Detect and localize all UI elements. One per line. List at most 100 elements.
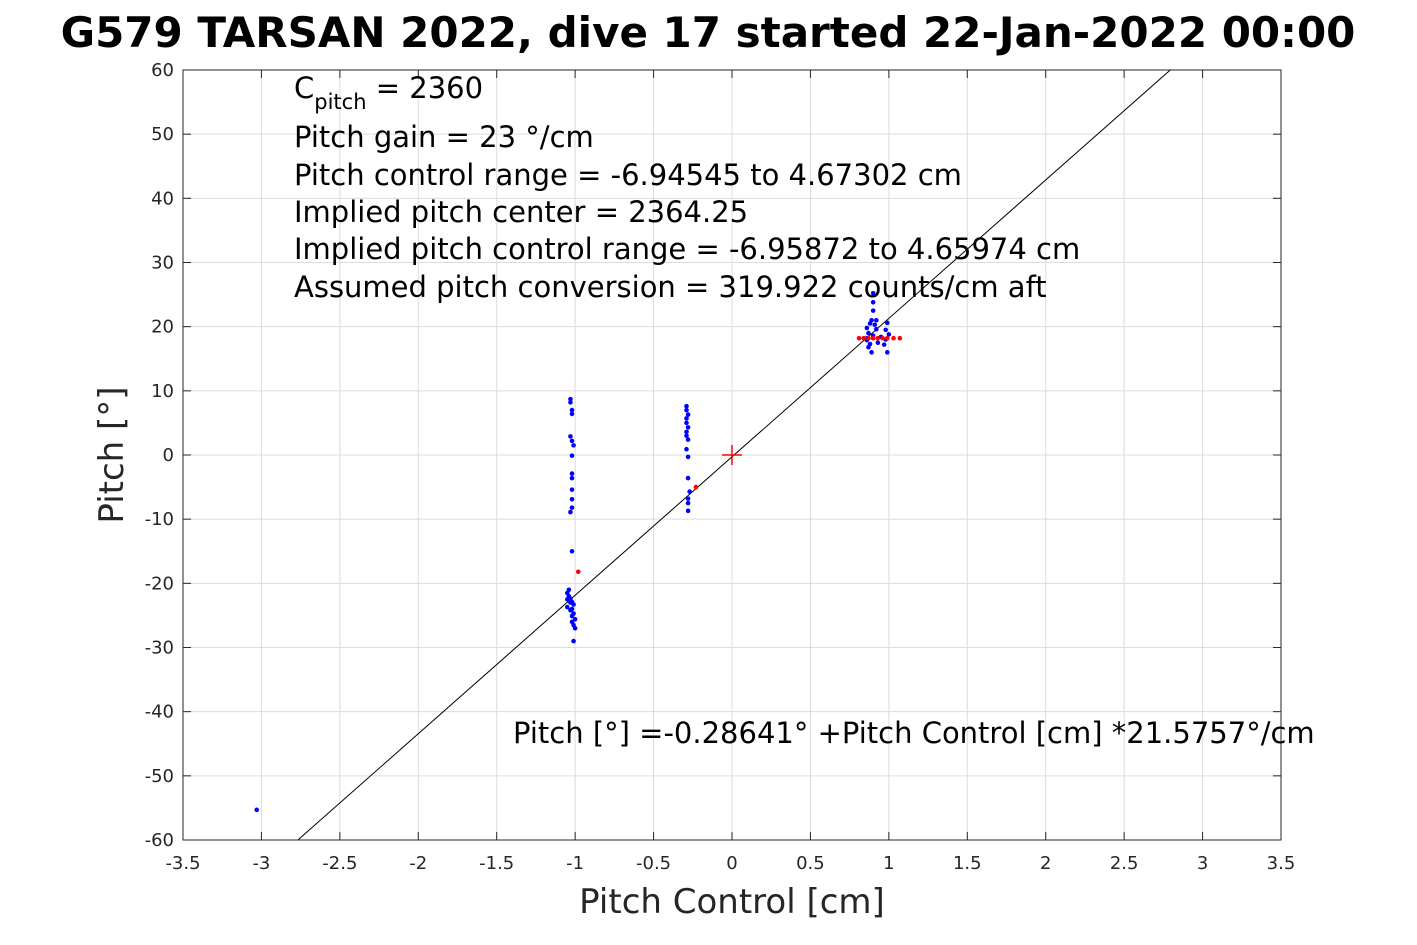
y-tick-label: -50 [145,766,174,787]
y-tick-label: -60 [145,830,174,851]
data-point [254,807,260,813]
data-point [685,437,691,442]
y-tick-label: 60 [151,60,174,81]
data-point [684,420,689,426]
data-point [867,321,873,326]
x-tick-label: -3.5 [165,853,200,874]
data-point [569,487,575,492]
data-point [571,443,576,448]
x-tick-label: -1.5 [479,853,514,874]
pitch-gain-annotation: Pitch gain = 23 °/cm [294,120,594,154]
data-point [569,411,575,417]
data-point [569,548,575,554]
implied-pitch-center-annotation: Implied pitch center = 2364.25 [294,195,748,229]
data-point [569,505,575,510]
x-tick-label: 3.5 [1267,853,1296,874]
assumed-pitch-conversion-annotation: Assumed pitch conversion = 319.922 count… [294,270,1047,304]
data-point [568,434,573,439]
cpitch-subscript: pitch [314,90,366,114]
x-tick-label: -3 [252,853,270,874]
data-point [569,613,575,619]
data-point [565,604,570,610]
y-tick-label: 50 [151,124,174,145]
data-point [875,335,881,341]
center-marker [722,445,742,465]
data-point [569,438,575,444]
data-point [572,616,578,622]
data-point [685,496,691,501]
data-point [568,600,573,605]
x-tick-label: -2 [409,853,427,874]
data-point [684,416,689,421]
data-point [571,638,576,644]
cpitch-annotation: Cpitch = 2360 [294,71,483,114]
data-point [874,317,879,323]
plot-content [254,70,1172,840]
data-point [569,471,575,476]
x-tick-label: 1.5 [953,853,982,874]
chart-title: G579 TARSAN 2022, dive 17 started 22-Jan… [61,8,1356,57]
data-point [572,625,578,631]
data-point [684,433,689,439]
data-point [568,400,573,405]
data-point [569,475,575,481]
data-point [880,335,885,341]
data-point [685,500,691,506]
cpitch-value: = 2360 [367,71,484,105]
x-tick-label: -1 [566,853,584,874]
y-tick-label: 20 [151,317,174,338]
data-point [861,335,867,341]
x-tick-label: -0.5 [636,853,671,874]
data-point [565,597,570,602]
data-series [254,291,903,813]
data-point [685,508,691,514]
data-point [685,475,691,481]
data-point [684,446,689,452]
data-point [884,320,890,326]
data-point [869,350,874,355]
data-point [575,569,581,575]
data-point [684,429,689,435]
data-point [874,326,879,332]
implied-pitch-control-range-annotation: Implied pitch control range = -6.95872 t… [294,232,1080,266]
data-point [687,489,692,494]
x-tick-label: 0 [726,853,737,874]
data-point [870,299,876,305]
data-point [891,335,896,341]
fit-equation-annotation: Pitch [°] =-0.28641° +Pitch Control [cm]… [513,716,1315,750]
y-tick-label: 30 [151,253,174,274]
pitch-control-range-annotation: Pitch control range = -6.94545 to 4.6730… [294,158,962,192]
data-point [866,330,871,336]
data-point [693,484,699,490]
cpitch-symbol: C [294,71,314,105]
x-axis-ticks: -3.5 -3 -2.5 -2 -1.5 -1 -0.5 0 0.5 1 1.5 2 2.5 3 3.5 [165,70,1295,874]
data-point [685,425,691,430]
y-tick-label: 0 [163,445,174,466]
data-point [886,332,892,337]
data-point [568,396,573,402]
y-tick-label: 10 [151,381,174,402]
x-tick-label: 3 [1197,853,1208,874]
x-tick-label: -2.5 [322,853,357,874]
y-tick-label: -10 [145,509,174,530]
data-point [685,412,691,417]
data-point [684,407,689,413]
data-point [884,350,890,355]
data-point [569,496,575,502]
y-tick-label: 40 [151,188,174,209]
data-point [684,403,689,409]
data-point [883,327,889,333]
data-point [569,407,575,413]
data-point [875,340,881,346]
x-tick-label: 0.5 [796,853,825,874]
x-axis-label: Pitch Control [cm] [579,882,885,922]
y-tick-label: -30 [145,638,174,659]
series-1 [575,335,903,575]
data-point [872,322,878,328]
data-point [866,335,871,341]
y-axis-label: Pitch [°] [92,386,132,523]
data-point [569,453,575,458]
x-tick-label: 1 [883,853,894,874]
data-point [870,291,876,296]
